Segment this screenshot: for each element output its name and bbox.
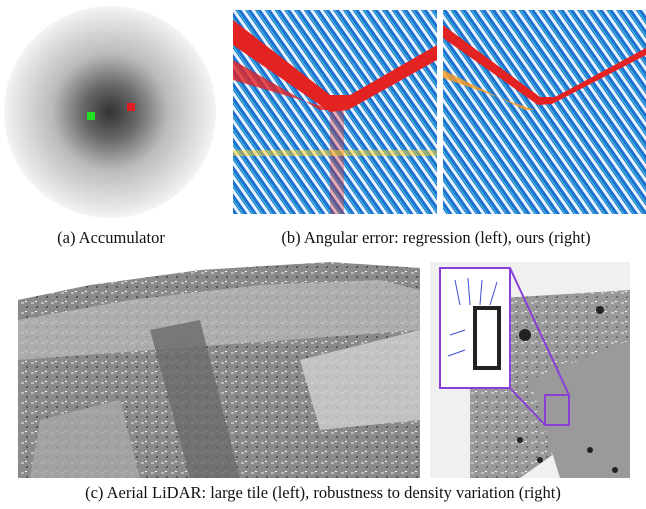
lidar-density-variation <box>430 262 630 478</box>
accumulator-image <box>4 6 216 218</box>
caption: (b) Angular error: regression (left), ou… <box>281 228 591 247</box>
caption: (a) Accumulator <box>57 228 165 247</box>
lidar-large-tile <box>18 262 420 478</box>
caption: (c) Aerial LiDAR: large tile (left), rob… <box>85 483 561 502</box>
angular-error-ours <box>443 10 646 214</box>
angular-error-regression <box>233 10 437 214</box>
